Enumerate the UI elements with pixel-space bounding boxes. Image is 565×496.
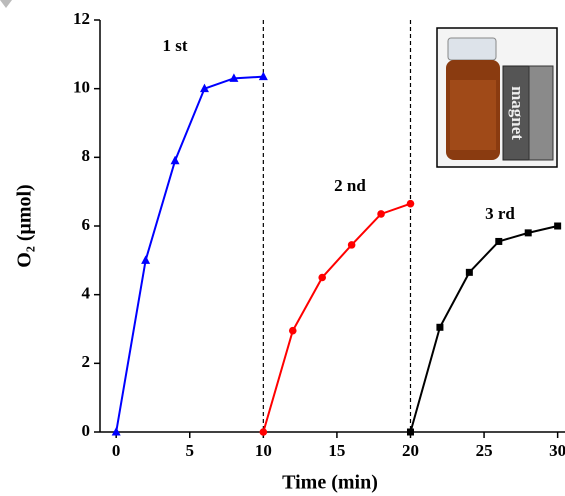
- series-label: 1 st: [162, 36, 187, 55]
- marker: [436, 323, 444, 331]
- x-axis-title: Time (min): [282, 472, 378, 494]
- marker: [258, 71, 268, 81]
- series-label: 2 nd: [334, 176, 366, 195]
- marker: [199, 83, 209, 93]
- series-line: [262, 202, 411, 433]
- marker: [465, 268, 473, 276]
- marker: [406, 428, 414, 436]
- series-line: [115, 75, 264, 433]
- marker: [318, 273, 326, 282]
- marker: [170, 155, 180, 165]
- marker: [554, 222, 562, 230]
- y-tick-label: 6: [82, 215, 91, 234]
- y-tick-label: 12: [73, 9, 90, 28]
- y-tick-label: 2: [82, 352, 91, 371]
- marker: [288, 326, 297, 335]
- corner-decoration: [0, 0, 12, 8]
- x-tick-label: 10: [255, 441, 272, 460]
- series-label: 3 rd: [485, 204, 515, 223]
- marker: [229, 73, 239, 82]
- y-tick-label: 4: [82, 284, 91, 303]
- marker: [111, 427, 121, 436]
- x-tick-label: 20: [402, 441, 419, 460]
- marker: [377, 210, 385, 218]
- y-tick-label: 0: [82, 421, 91, 440]
- inset-photo: [436, 27, 558, 168]
- marker: [406, 199, 415, 208]
- x-tick-label: 5: [186, 441, 195, 460]
- x-tick-label: 0: [112, 441, 121, 460]
- marker: [259, 428, 268, 436]
- marker: [347, 241, 356, 249]
- series-line: [409, 225, 558, 433]
- x-tick-label: 15: [328, 441, 345, 460]
- x-tick-label: 30: [549, 441, 565, 460]
- marker: [495, 237, 503, 245]
- y-tick-label: 8: [82, 146, 91, 165]
- y-tick-label: 10: [73, 78, 90, 97]
- x-tick-label: 25: [476, 441, 493, 460]
- marker: [141, 255, 151, 264]
- inset-label: magnet: [508, 86, 527, 140]
- marker: [524, 229, 532, 237]
- y-axis-title: O₂ (μmol): [14, 184, 36, 267]
